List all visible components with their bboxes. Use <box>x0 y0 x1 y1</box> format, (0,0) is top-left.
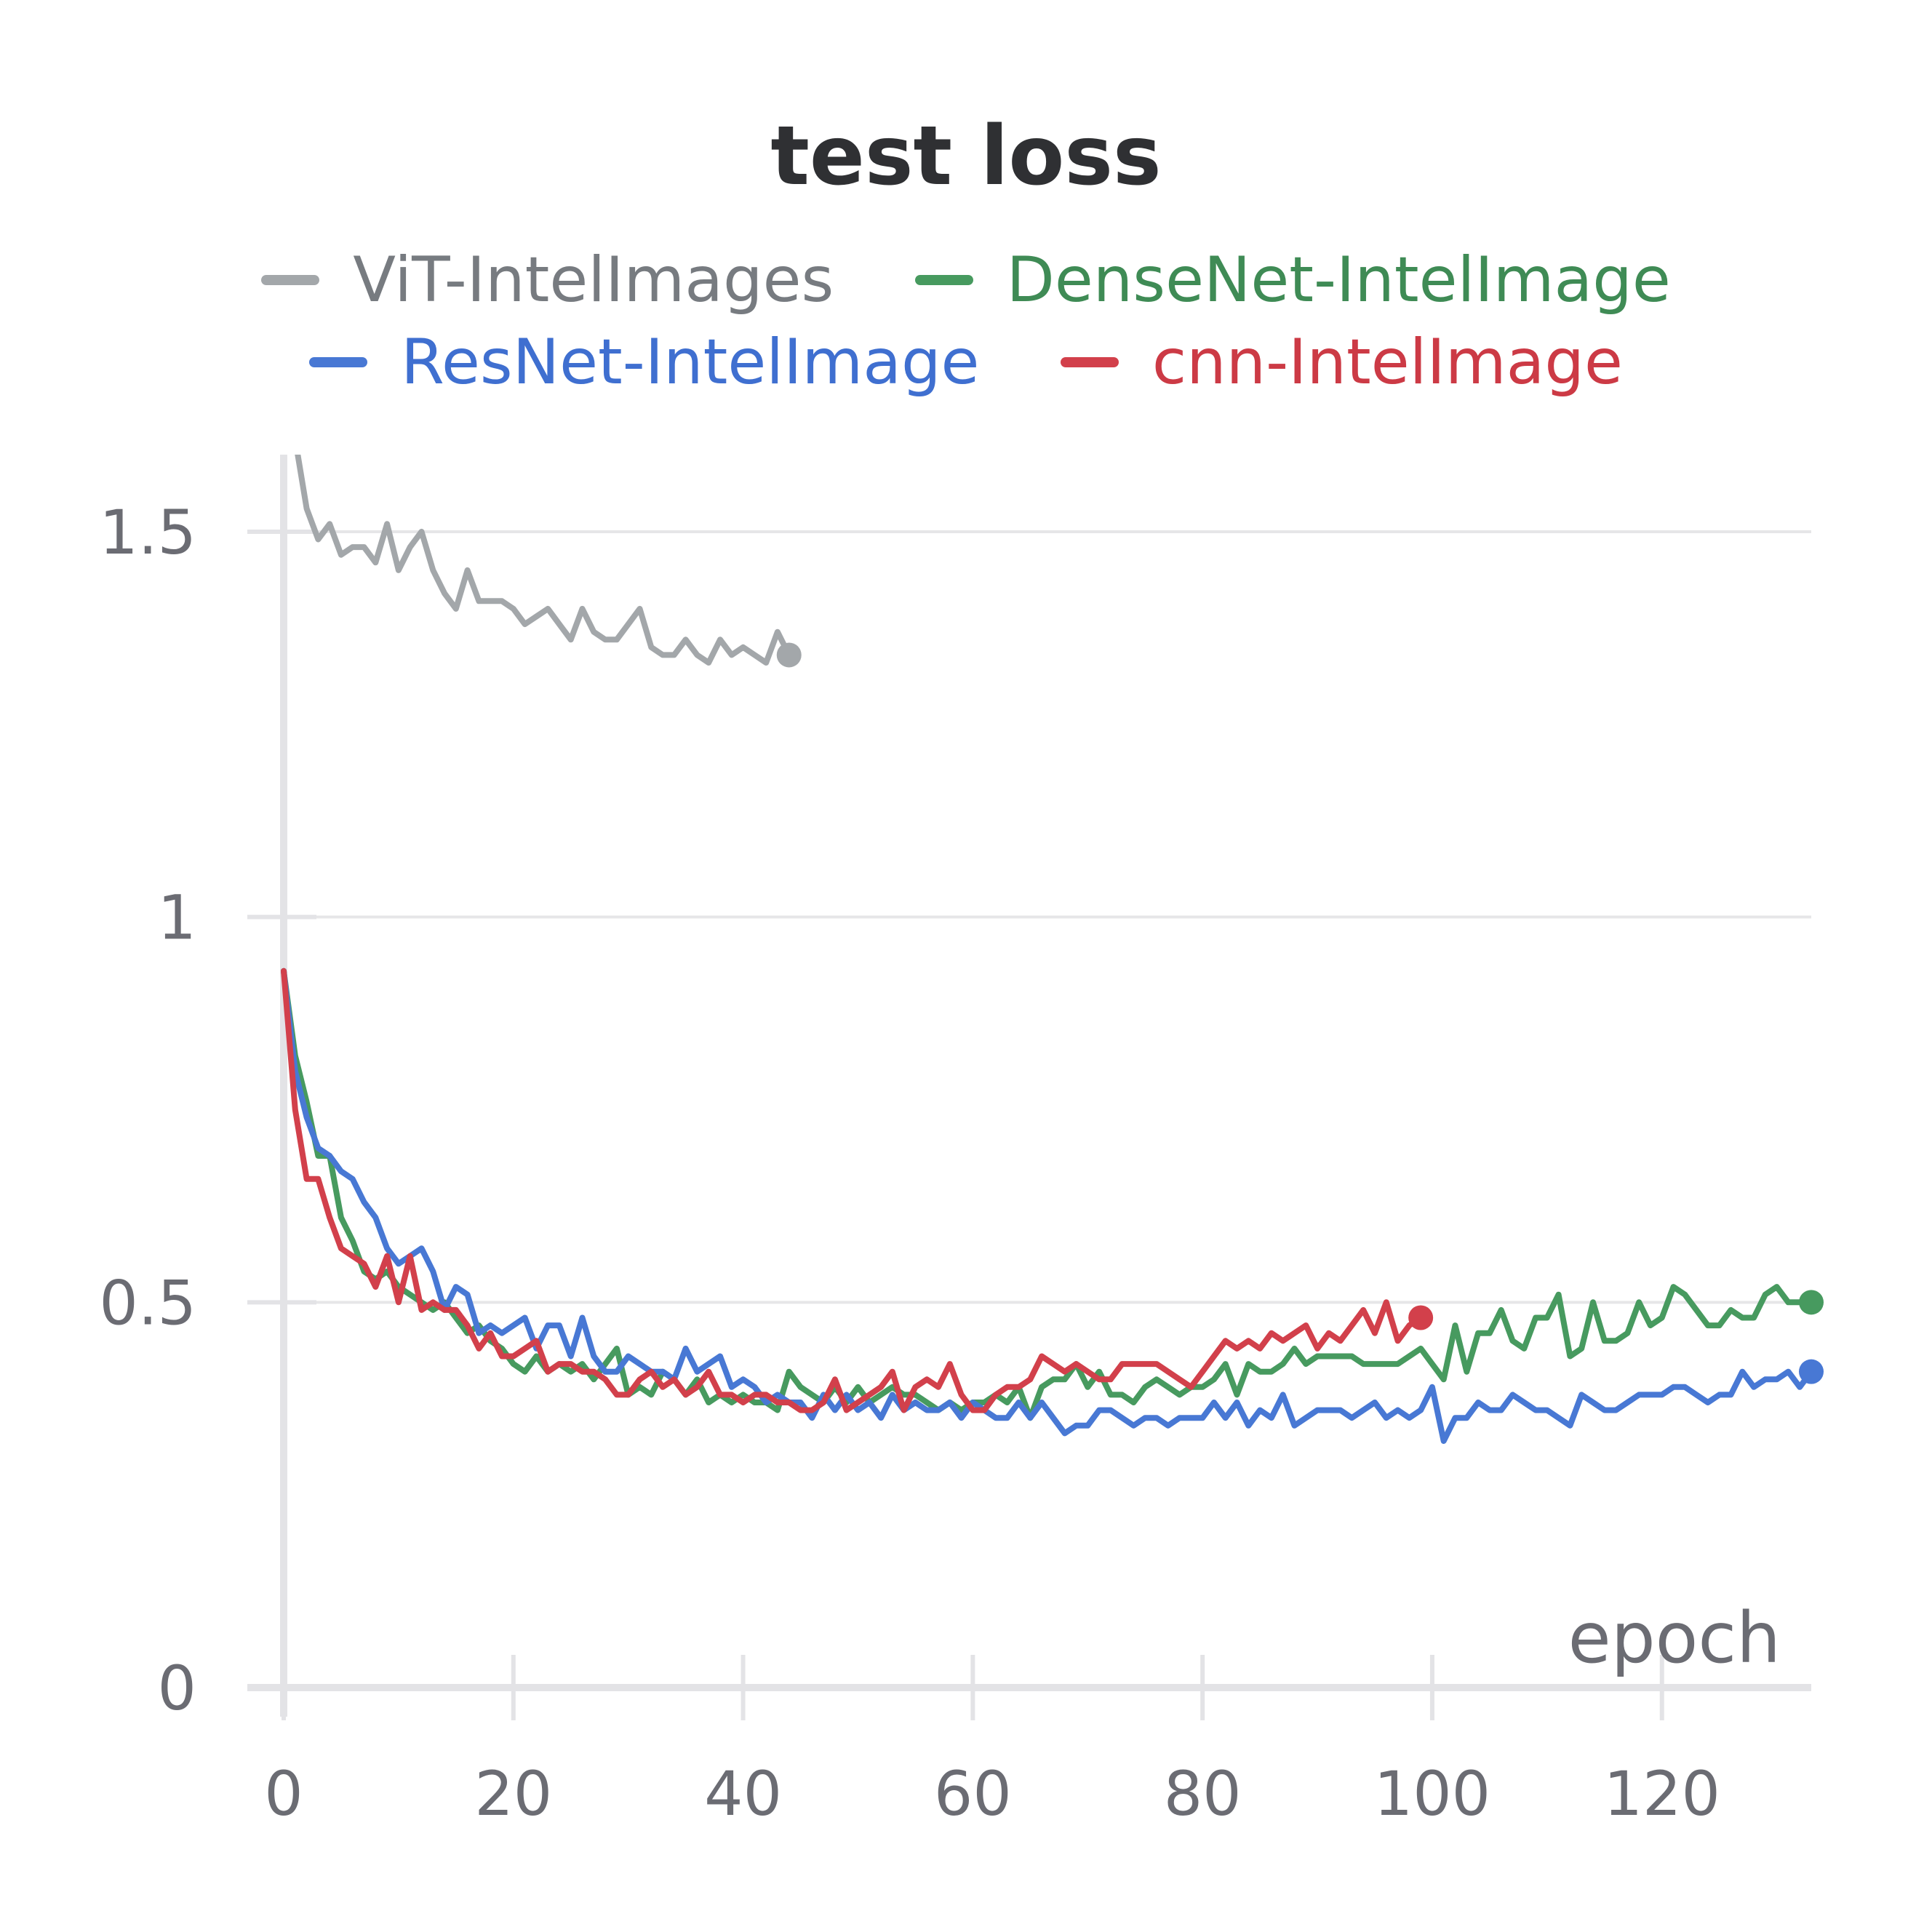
series-line-3[interactable] <box>281 967 1424 1413</box>
legend-item-densenet[interactable]: DenseNet-IntelImage <box>914 244 1671 316</box>
x-tick-label: 80 <box>1164 1758 1242 1829</box>
x-tick-label: 20 <box>474 1758 552 1829</box>
grid-layer <box>284 530 1811 1304</box>
legend-swatch-densenet <box>914 274 973 285</box>
legend-swatch-vit <box>261 274 320 285</box>
legend-swatch-cnn <box>1060 356 1119 367</box>
axis-layer <box>247 455 1811 1720</box>
series-line-1[interactable] <box>281 967 1814 1421</box>
legend-label-cnn: cnn-IntelImage <box>1151 326 1623 399</box>
series-end-point-2[interactable] <box>1799 1359 1824 1384</box>
legend-item-vit[interactable]: ViT-IntelImages <box>261 244 834 316</box>
x-tick-label: 0 <box>264 1758 303 1829</box>
series-end-point-0[interactable] <box>776 642 802 668</box>
series-line-0[interactable] <box>284 416 792 666</box>
legend-label-resnet: ResNet-IntelImage <box>401 326 980 399</box>
series-end-point-1[interactable] <box>1799 1290 1824 1315</box>
legend-item-resnet[interactable]: ResNet-IntelImage <box>309 326 979 399</box>
legend-row-1: ViT-IntelImages DenseNet-IntelImage <box>0 244 1932 316</box>
legend-item-cnn[interactable]: cnn-IntelImage <box>1060 326 1623 399</box>
y-tick-label: 0.5 <box>99 1267 196 1338</box>
legend-swatch-resnet <box>309 356 368 367</box>
x-tick-label: 60 <box>934 1758 1012 1829</box>
series-line-2[interactable] <box>281 967 1814 1444</box>
legend-label-densenet: DenseNet-IntelImage <box>1006 244 1671 316</box>
label-layer: 0 0.5 1 1.5 0 20 40 60 80 100 120 <box>99 497 1720 1829</box>
series-layer <box>281 416 1824 1444</box>
legend-row-2: ResNet-IntelImage cnn-IntelImage <box>0 326 1932 399</box>
x-tick-label: 120 <box>1604 1758 1720 1829</box>
x-tick-label: 40 <box>704 1758 782 1829</box>
chart-title: test loss <box>770 109 1162 204</box>
series-end-point-3[interactable] <box>1408 1305 1434 1330</box>
legend-label-vit: ViT-IntelImages <box>353 244 834 316</box>
x-axis-label: epoch <box>1568 1597 1781 1679</box>
x-tick-label: 100 <box>1374 1758 1490 1829</box>
y-tick-label: 1.5 <box>99 497 196 568</box>
y-tick-label: 0 <box>158 1653 196 1724</box>
y-tick-label: 1 <box>158 882 196 954</box>
